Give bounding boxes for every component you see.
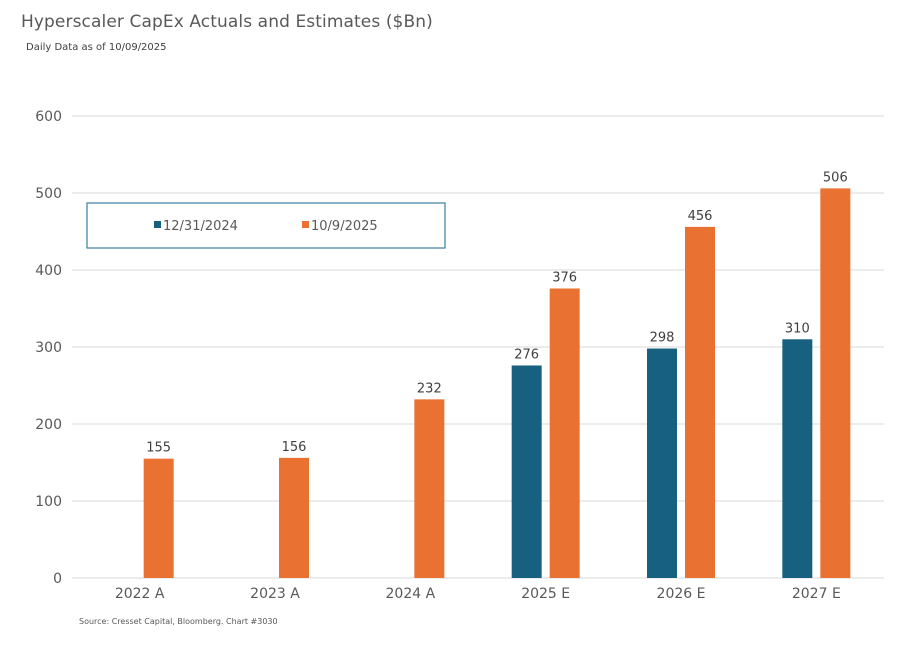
bar-12-31-2024-2026-E — [647, 348, 677, 578]
legend-label-12-31-2024: 12/31/2024 — [163, 219, 238, 234]
bars — [143, 188, 851, 578]
bar-data-label: 376 — [552, 270, 577, 285]
x-tick-label: 2022 A — [115, 586, 165, 602]
x-tick-label: 2027 E — [792, 586, 841, 602]
y-tick-label: 100 — [35, 494, 62, 510]
chart-title: Hyperscaler CapEx Actuals and Estimates … — [21, 12, 433, 32]
bar-10-9-2025-2022-A — [143, 458, 174, 578]
y-axis-ticks: 0 100 200 300 400 500 600 — [35, 109, 62, 587]
chart-subtitle: Daily Data as of 10/09/2025 — [26, 42, 167, 53]
gridlines — [72, 115, 884, 579]
bar-data-label: 232 — [417, 381, 442, 396]
legend-swatch-10-9-2025 — [302, 221, 309, 228]
bar-data-label: 155 — [146, 441, 171, 456]
x-tick-label: 2024 A — [386, 586, 436, 602]
legend-box — [86, 202, 446, 249]
bar-10-9-2025-2023-A — [279, 457, 309, 578]
y-tick-label: 500 — [35, 186, 62, 202]
legend-label-10-9-2025: 10/9/2025 — [311, 219, 378, 234]
bar-data-label: 456 — [688, 209, 713, 224]
bar-10-9-2025-2025-E — [549, 288, 580, 578]
x-tick-label: 2025 E — [521, 586, 570, 602]
legend-swatch-12-31-2024 — [154, 221, 161, 228]
bar-data-label: 156 — [282, 440, 307, 455]
y-tick-label: 400 — [35, 263, 62, 279]
x-tick-label: 2023 A — [250, 586, 300, 602]
bar-10-9-2025-2026-E — [685, 226, 715, 578]
y-tick-label: 0 — [53, 571, 62, 587]
bar-data-label: 298 — [650, 331, 675, 346]
y-tick-label: 600 — [35, 109, 62, 125]
bar-12-31-2024-2025-E — [511, 365, 542, 578]
y-tick-label: 300 — [35, 340, 62, 356]
bar-10-9-2025-2024-A — [414, 399, 445, 578]
bar-10-9-2025-2027-E — [820, 188, 851, 578]
source-note: Source: Cresset Capital, Bloomberg. Char… — [79, 617, 278, 626]
legend: 12/31/2024 10/9/2025 — [86, 202, 446, 249]
bar-12-31-2024-2027-E — [782, 339, 813, 578]
bar-data-labels: 155 156 232 276 376 298 456 310 506 — [146, 170, 847, 455]
x-tick-label: 2026 E — [657, 586, 706, 602]
bar-data-label: 506 — [823, 170, 848, 185]
bar-data-label: 276 — [514, 347, 539, 362]
bar-data-label: 310 — [785, 321, 810, 336]
y-tick-label: 200 — [35, 417, 62, 433]
x-axis-ticks: 2022 A 2023 A 2024 A 2025 E 2026 E 2027 E — [115, 586, 841, 602]
